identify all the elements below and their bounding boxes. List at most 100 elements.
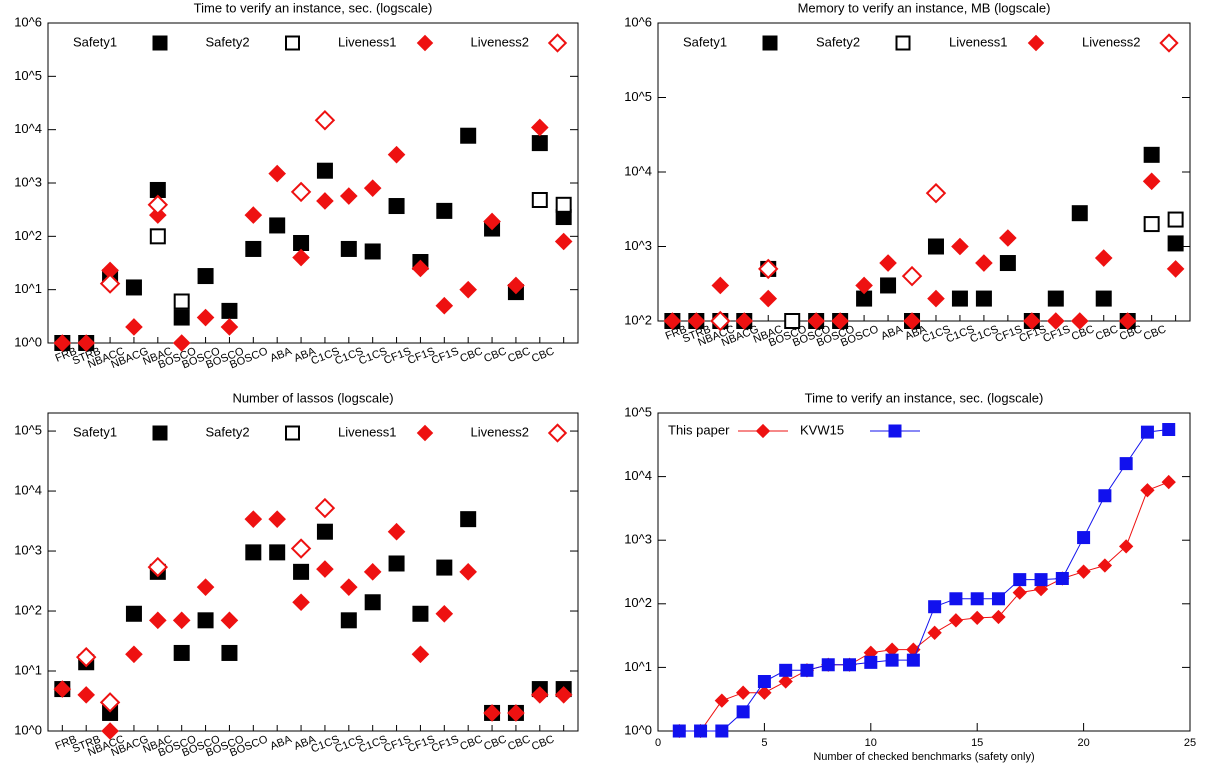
point: [821, 658, 835, 672]
legend-marker: [755, 423, 771, 439]
point: [554, 232, 573, 251]
x-tick-label: CBC: [506, 345, 532, 365]
point: [340, 578, 358, 596]
point: [928, 600, 942, 614]
point: [1097, 558, 1113, 573]
point: [483, 212, 501, 231]
point: [531, 686, 549, 704]
point: [951, 290, 968, 307]
point: [880, 277, 897, 294]
point: [221, 644, 238, 661]
point: [736, 705, 750, 719]
legend-marker: [416, 424, 434, 442]
point: [363, 563, 382, 581]
plot-frame: [657, 412, 1191, 732]
point: [710, 310, 731, 332]
point: [1034, 573, 1048, 587]
point: [1023, 312, 1041, 330]
point: [999, 255, 1016, 272]
point: [927, 238, 944, 255]
point: [172, 611, 191, 630]
x-tick-label: ABA: [268, 733, 294, 753]
point: [290, 538, 312, 559]
y-tick-label: 10^1: [624, 659, 652, 674]
point: [316, 192, 334, 210]
point: [991, 592, 1005, 606]
point: [970, 610, 985, 626]
point: [435, 296, 454, 315]
y-tick-label: 10^4: [624, 468, 652, 483]
legend-label: This paper: [668, 422, 730, 437]
point: [758, 258, 779, 280]
point: [99, 273, 121, 294]
y-tick-label: 10^5: [624, 89, 652, 104]
point: [172, 334, 191, 352]
chart-title: Time to verify an instance, sec. (logsca…: [194, 0, 433, 15]
point: [1055, 571, 1069, 585]
point: [292, 248, 310, 267]
point: [1077, 531, 1091, 545]
legend-label: Safety1: [683, 34, 727, 49]
point: [951, 237, 969, 256]
point: [245, 544, 262, 561]
point: [220, 611, 239, 630]
legend-marker: [416, 34, 434, 52]
point: [364, 594, 381, 611]
point: [77, 686, 95, 704]
legend-marker: [895, 35, 911, 51]
point: [1167, 235, 1184, 252]
point: [244, 510, 263, 528]
y-tick-label: 10^3: [14, 174, 42, 189]
legend-marker: [152, 35, 168, 51]
point: [1012, 585, 1027, 600]
x-tick-label: 10: [865, 737, 877, 749]
point: [531, 118, 549, 137]
point: [411, 259, 430, 278]
legend-label: Safety2: [206, 424, 250, 439]
x-tick-label: CBC: [1094, 323, 1120, 343]
point: [970, 592, 984, 606]
x-tick-label: CBC: [530, 733, 556, 753]
point: [147, 194, 169, 216]
legend-marker: [547, 33, 568, 53]
point: [884, 642, 900, 657]
point: [173, 293, 190, 310]
point: [779, 663, 793, 677]
point: [999, 229, 1017, 247]
point: [436, 202, 453, 219]
point: [1140, 425, 1154, 439]
point: [268, 510, 286, 528]
point: [864, 655, 878, 669]
x-tick-label: ABA: [879, 323, 905, 343]
legend-label: Safety2: [206, 34, 250, 49]
point: [1098, 489, 1112, 503]
point: [1095, 290, 1112, 307]
legend-marker: [1159, 33, 1179, 53]
point: [269, 217, 286, 234]
point: [531, 192, 548, 209]
point: [388, 555, 405, 572]
point: [173, 309, 190, 326]
x-tick-label: CF1S: [430, 345, 461, 367]
y-tick-label: 10^1: [14, 662, 42, 677]
point: [800, 663, 814, 677]
point: [531, 135, 548, 152]
y-tick-label: 10^0: [14, 722, 42, 737]
chart-title: Time to verify an instance, sec. (logsca…: [805, 390, 1044, 405]
point: [411, 645, 430, 664]
y-tick-label: 10^4: [14, 121, 42, 136]
point: [125, 318, 143, 336]
y-tick-label: 10^3: [624, 238, 652, 253]
point: [906, 642, 921, 657]
point: [903, 312, 921, 330]
point: [314, 110, 336, 131]
point: [885, 653, 899, 667]
legend-label: Liveness2: [1082, 34, 1141, 49]
point: [1119, 539, 1134, 554]
legend-label: Liveness2: [471, 34, 530, 49]
y-tick-label: 10^5: [14, 422, 42, 437]
point: [435, 604, 454, 623]
y-tick-label: 10^2: [14, 602, 42, 617]
plot-frame: [657, 22, 1191, 322]
